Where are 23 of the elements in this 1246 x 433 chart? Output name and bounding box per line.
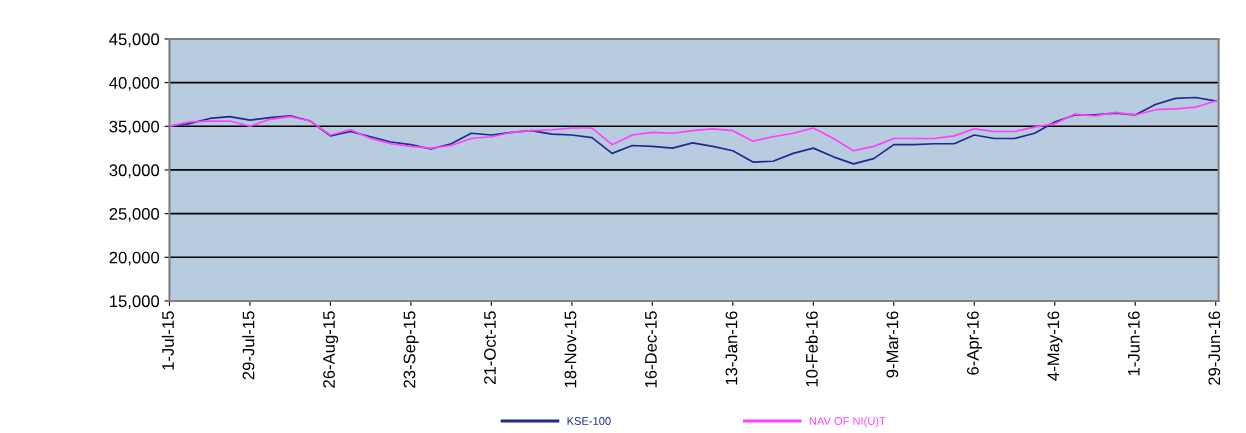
x-tick-label: 4-May-16 bbox=[1047, 311, 1063, 381]
y-tick-label: 25,000 bbox=[109, 208, 160, 222]
x-tick-label: 1-Jul-15 bbox=[161, 311, 174, 370]
text: KSE-100 bbox=[567, 417, 611, 425]
y-tick-label: 30,000 bbox=[109, 164, 160, 179]
x-tick-label: 26-Aug-15 bbox=[323, 311, 339, 388]
y-tick-label: 35,000 bbox=[109, 120, 160, 135]
y-tick-label: 40,000 bbox=[109, 77, 160, 91]
x-tick-label: 13-Jan-16 bbox=[725, 311, 738, 385]
legend-label: NAV OF NI(U)T bbox=[809, 416, 886, 428]
x-tick-label: 29-Jun-16 bbox=[1208, 311, 1221, 385]
x-tick-label: 18-Nov-15 bbox=[564, 311, 577, 388]
x-tick-label: 1-Jun-16 bbox=[1127, 311, 1140, 376]
y-tick-label: 15,000 bbox=[110, 295, 160, 310]
x-tick-label: 21-Oct-15 bbox=[484, 311, 496, 384]
x-tick-label: 6-Apr-16 bbox=[966, 311, 983, 375]
y-tick-label: 45,000 bbox=[109, 33, 160, 48]
x-tick-label: 29-Jul-15 bbox=[242, 311, 255, 380]
x-tick-label: 16-Dec-15 bbox=[645, 311, 657, 388]
x-tick-label: 23-Sep-15 bbox=[403, 311, 419, 388]
x-tick-label: 9-Mar-16 bbox=[886, 311, 899, 378]
x-tick-label: 10-Feb-16 bbox=[805, 311, 818, 387]
y-tick-label: 20,000 bbox=[109, 251, 160, 266]
